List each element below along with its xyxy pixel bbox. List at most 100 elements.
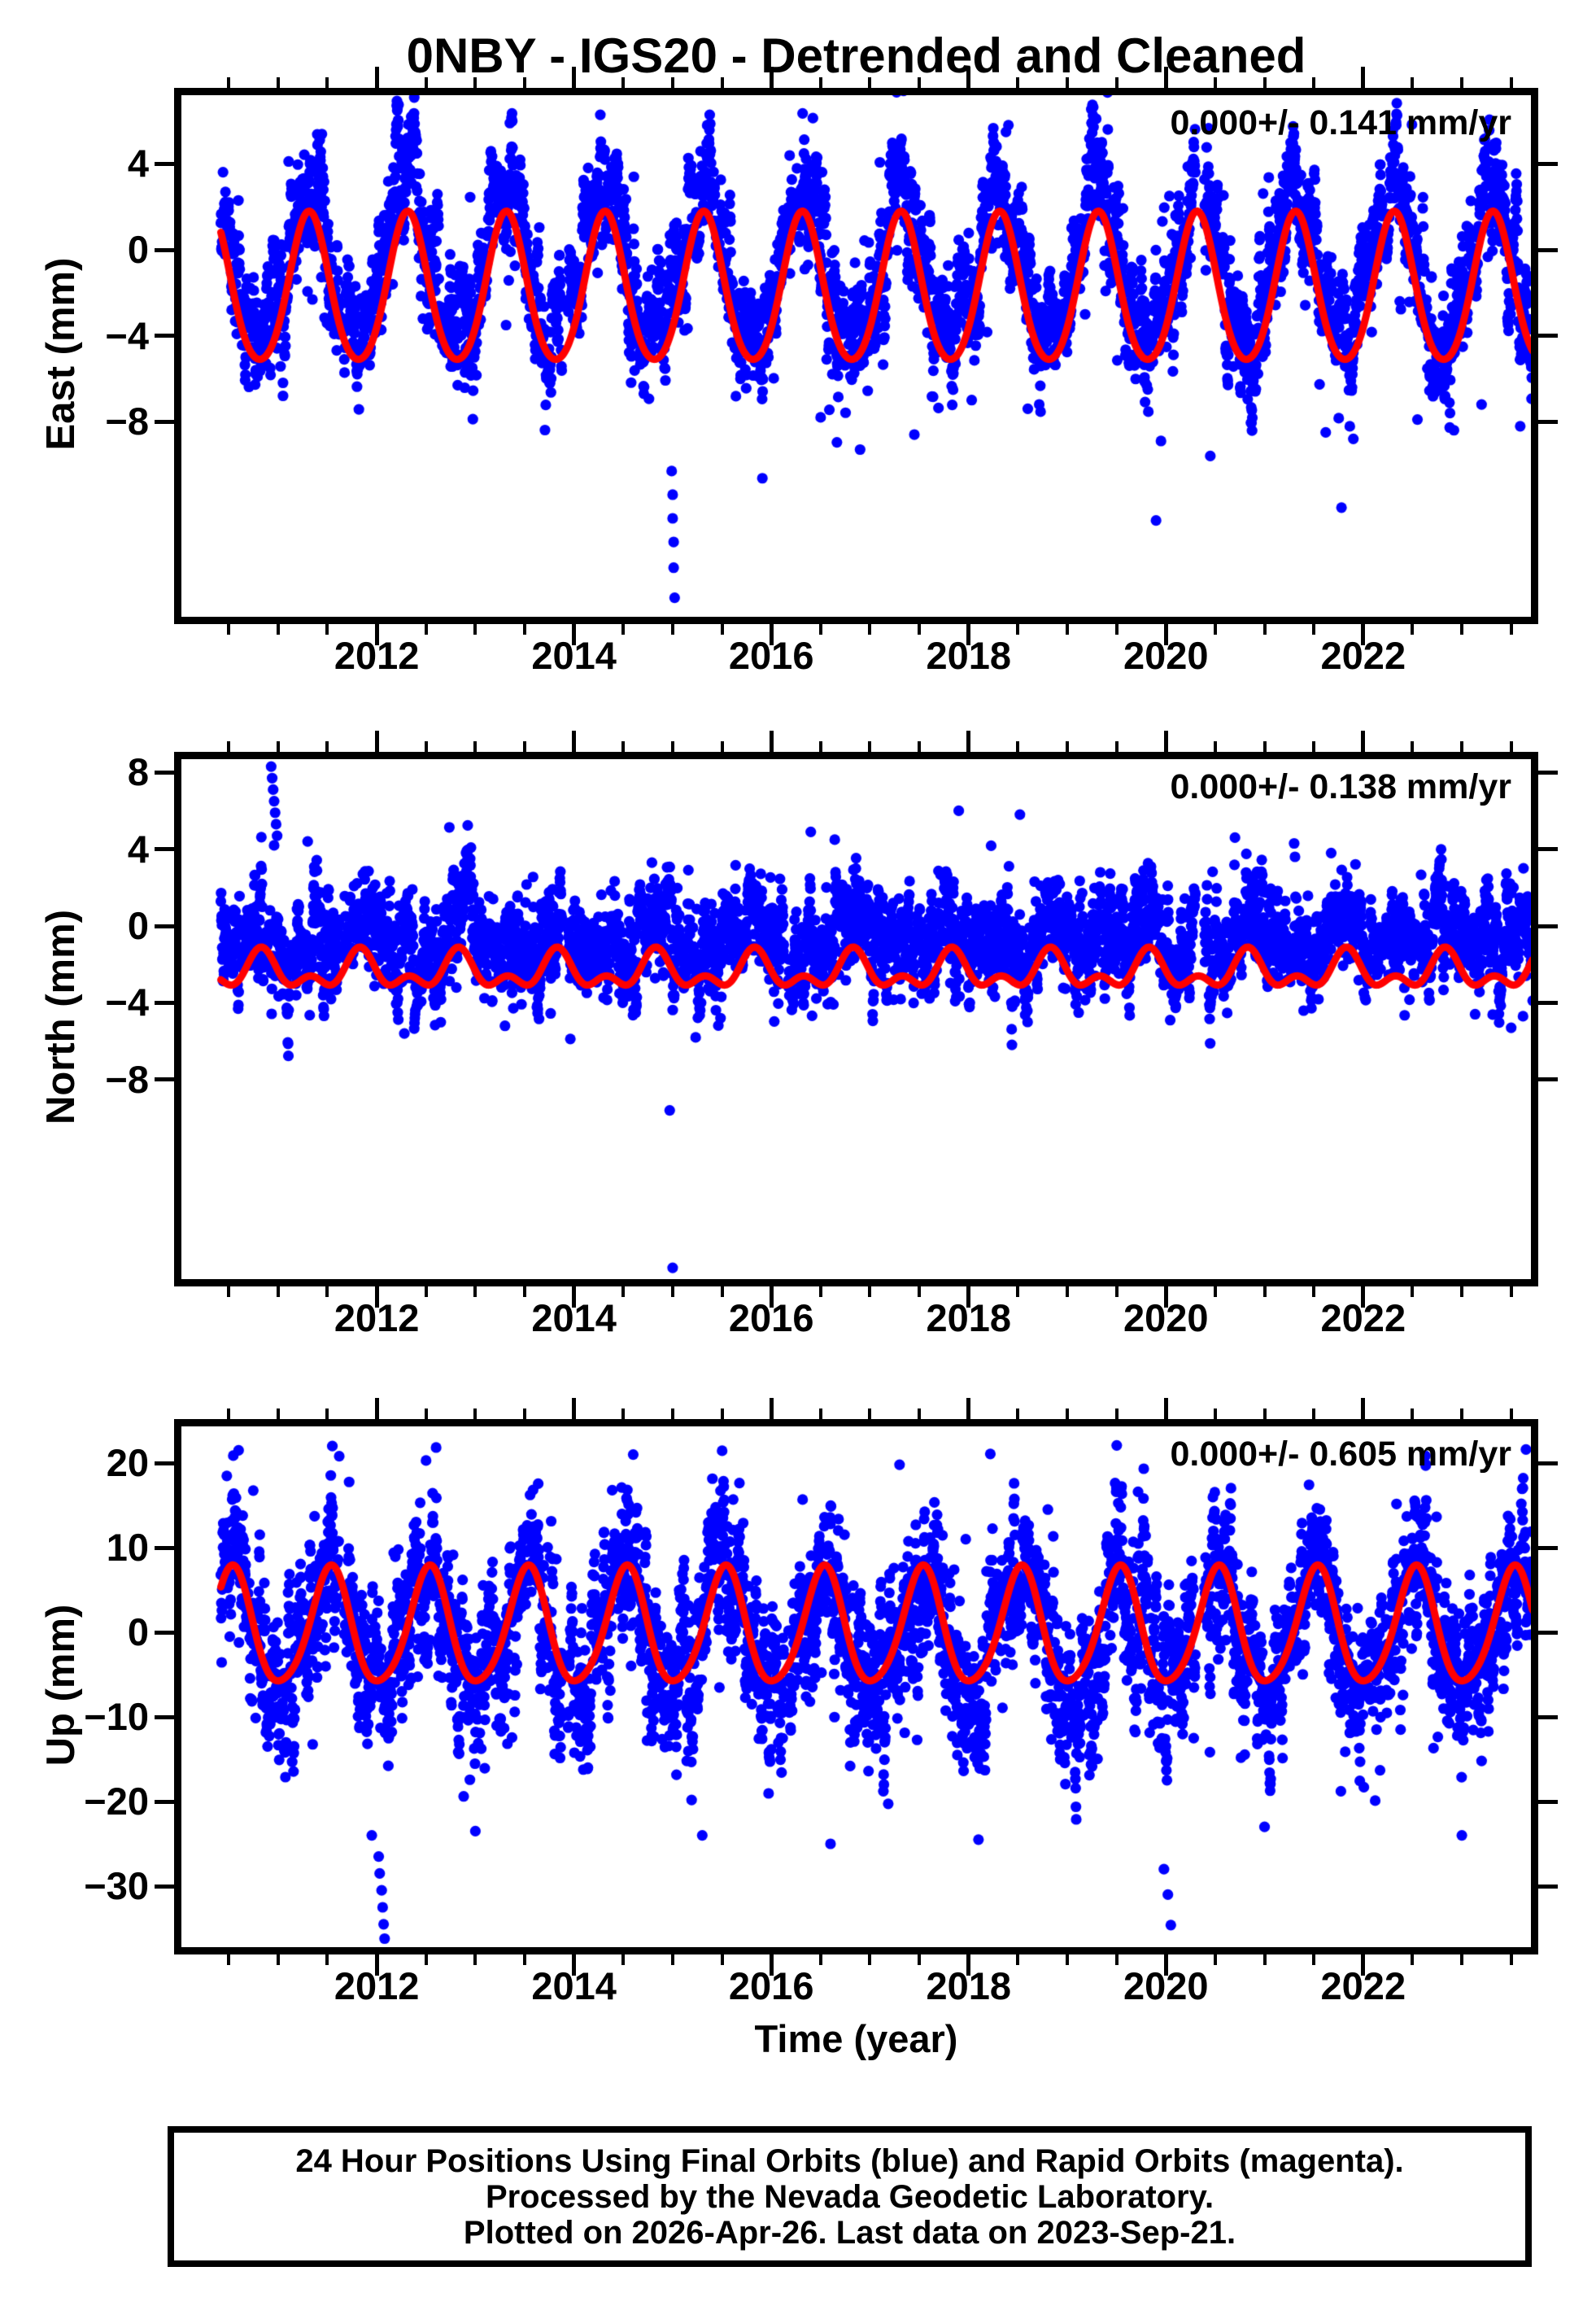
north-scatter-canvas — [181, 759, 1531, 1279]
x-minor-tick-mark — [1066, 624, 1069, 635]
x-minor-tick-mark — [1312, 624, 1316, 635]
x-minor-tick-mark — [918, 741, 922, 752]
x-minor-tick-mark — [818, 1954, 822, 1965]
x-minor-tick-mark — [818, 77, 822, 88]
x-minor-tick-mark — [1066, 741, 1069, 752]
x-minor-tick-mark — [325, 1954, 329, 1965]
y-tick-label: 4 — [127, 827, 149, 871]
x-axis-title: Time (year) — [754, 2017, 958, 2060]
x-minor-tick-mark — [227, 1286, 231, 1297]
east-scatter-canvas — [181, 95, 1531, 617]
x-minor-tick-mark — [1460, 1954, 1464, 1965]
x-minor-tick-mark — [1411, 1286, 1415, 1297]
x-minor-tick-mark — [1262, 624, 1267, 635]
x-major-tick-mark — [572, 731, 577, 752]
x-minor-tick-mark — [523, 1954, 527, 1965]
x-minor-tick-mark — [473, 741, 477, 752]
x-major-tick-mark — [966, 67, 971, 88]
x-tick-label: 2018 — [926, 1964, 1012, 2007]
x-major-tick-mark — [966, 731, 971, 752]
x-major-tick-mark — [1163, 1398, 1168, 1419]
x-minor-tick-mark — [424, 1408, 428, 1419]
x-major-tick-mark — [769, 624, 774, 645]
y-tick-label: −20 — [84, 1780, 149, 1823]
y-tick-label: −8 — [105, 1057, 149, 1101]
x-minor-tick-mark — [1312, 1408, 1316, 1419]
x-minor-tick-mark — [918, 1954, 922, 1965]
x-minor-tick-mark — [1114, 1286, 1119, 1297]
x-minor-tick-mark — [227, 741, 231, 752]
y-tick-mark — [1538, 1461, 1558, 1465]
x-minor-tick-mark — [1066, 1408, 1069, 1419]
x-minor-tick-mark — [720, 741, 724, 752]
y-tick-label: 0 — [127, 228, 149, 271]
y-tick-mark — [1538, 770, 1558, 775]
x-major-tick-mark — [374, 731, 379, 752]
x-tick-label: 2018 — [926, 1296, 1012, 1339]
x-minor-tick-mark — [523, 77, 527, 88]
x-minor-tick-mark — [1016, 1286, 1020, 1297]
x-minor-tick-mark — [1114, 1408, 1119, 1419]
x-major-tick-mark — [1163, 624, 1168, 645]
panel-east: 0.000+/- 0.141 mm/yr — [174, 88, 1538, 624]
x-minor-tick-mark — [670, 1286, 674, 1297]
x-tick-label: 2020 — [1123, 1296, 1209, 1339]
y-tick-mark — [155, 1545, 174, 1550]
x-minor-tick-mark — [276, 1408, 280, 1419]
x-minor-tick-mark — [424, 741, 428, 752]
x-minor-tick-mark — [227, 1408, 231, 1419]
x-minor-tick-mark — [868, 624, 872, 635]
y-tick-label: 0 — [127, 904, 149, 947]
x-tick-label: 2012 — [334, 1964, 420, 2007]
x-minor-tick-mark — [325, 1408, 329, 1419]
x-minor-tick-mark — [325, 1286, 329, 1297]
y-tick-mark — [1538, 1077, 1558, 1082]
x-minor-tick-mark — [1114, 1954, 1119, 1965]
x-major-tick-mark — [966, 1954, 971, 1976]
x-minor-tick-mark — [1213, 624, 1217, 635]
panel-up: 0.000+/- 0.605 mm/yr — [174, 1419, 1538, 1954]
x-tick-label: 2016 — [728, 634, 814, 677]
y-tick-mark — [155, 847, 174, 852]
y-tick-mark — [1538, 1884, 1558, 1889]
x-minor-tick-mark — [1509, 1408, 1513, 1419]
x-minor-tick-mark — [325, 741, 329, 752]
x-minor-tick-mark — [918, 1408, 922, 1419]
x-minor-tick-mark — [868, 1286, 872, 1297]
x-minor-tick-mark — [720, 1408, 724, 1419]
x-major-tick-mark — [1361, 67, 1366, 88]
x-minor-tick-mark — [818, 624, 822, 635]
x-minor-tick-mark — [276, 1286, 280, 1297]
x-minor-tick-mark — [523, 1408, 527, 1419]
x-minor-tick-mark — [1066, 1286, 1069, 1297]
y-tick-label: 8 — [127, 750, 149, 794]
x-minor-tick-mark — [868, 741, 872, 752]
x-major-tick-mark — [966, 1286, 971, 1308]
x-minor-tick-mark — [1312, 1286, 1316, 1297]
x-minor-tick-mark — [1262, 77, 1267, 88]
y-tick-mark — [155, 1461, 174, 1465]
x-minor-tick-mark — [621, 624, 626, 635]
x-minor-tick-mark — [918, 77, 922, 88]
page-title: 0NBY - IGS20 - Detrended and Cleaned — [406, 28, 1306, 83]
x-tick-label: 2012 — [334, 1296, 420, 1339]
y-tick-label: −30 — [84, 1864, 149, 1907]
x-minor-tick-mark — [621, 1954, 626, 1965]
x-minor-tick-mark — [1066, 1954, 1069, 1965]
x-major-tick-mark — [1361, 1398, 1366, 1419]
x-major-tick-mark — [572, 624, 577, 645]
x-minor-tick-mark — [918, 624, 922, 635]
x-minor-tick-mark — [1262, 1954, 1267, 1965]
x-minor-tick-mark — [1460, 1286, 1464, 1297]
caption-line-2: Processed by the Nevada Geodetic Laborat… — [485, 2179, 1214, 2215]
x-minor-tick-mark — [473, 1286, 477, 1297]
x-minor-tick-mark — [424, 77, 428, 88]
x-major-tick-mark — [374, 1286, 379, 1308]
y-tick-mark — [1538, 161, 1558, 166]
x-tick-label: 2020 — [1123, 634, 1209, 677]
y-tick-mark — [155, 419, 174, 424]
y-tick-mark — [155, 1799, 174, 1804]
x-major-tick-mark — [572, 1398, 577, 1419]
x-major-tick-mark — [374, 1398, 379, 1419]
y-tick-mark — [155, 1630, 174, 1635]
